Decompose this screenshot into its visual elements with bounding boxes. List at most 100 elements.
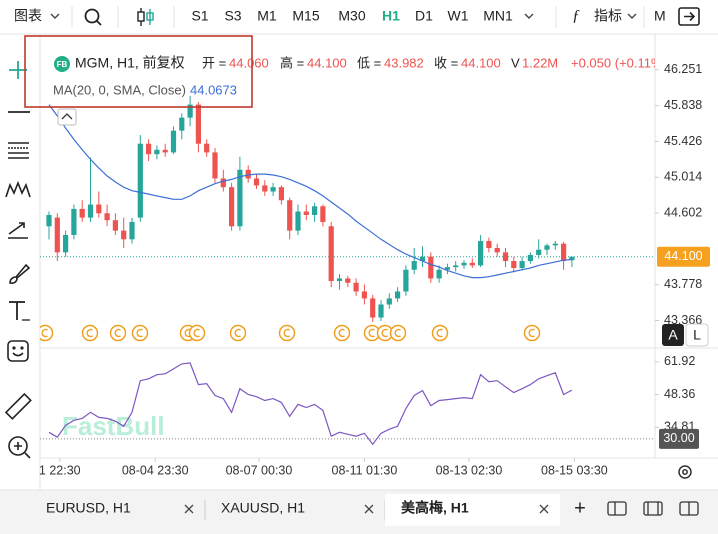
chevron <box>627 13 637 19</box>
fib-tool[interactable] <box>8 142 29 159</box>
legend-value: 43.982 <box>384 55 424 70</box>
pattern-tool[interactable] <box>5 180 31 198</box>
event-circle <box>389 324 407 342</box>
event-icon <box>81 324 99 342</box>
rsi-tick-label: 48.36 <box>664 387 695 401</box>
candle-body <box>79 208 85 218</box>
watermark: FastBull <box>62 411 165 441</box>
event-circle <box>131 324 149 342</box>
search-icon[interactable] <box>84 8 102 26</box>
timeframe-button[interactable]: S1 <box>191 8 208 24</box>
legend-label: 低 = <box>357 55 381 70</box>
collapse-button[interactable] <box>57 108 77 126</box>
rsi-pane <box>40 362 655 446</box>
close-tab[interactable] <box>184 504 194 514</box>
indicator-icon[interactable]: ƒ <box>572 8 580 25</box>
timeframe-button[interactable]: M30 <box>338 8 365 24</box>
auto-scale-button[interactable] <box>662 324 684 346</box>
emoji-tool[interactable] <box>7 340 29 362</box>
x-tick-label: 08-04 23:30 <box>122 463 189 477</box>
timeframe-button[interactable]: M15 <box>292 8 319 24</box>
brush-tool[interactable] <box>9 263 31 284</box>
timeframe-button[interactable]: MN1 <box>483 8 513 24</box>
event-glyph <box>86 328 93 338</box>
candle-body <box>229 187 235 227</box>
text-tool[interactable] <box>9 301 30 321</box>
rsi-legend: RSI(14,Close) <box>53 363 135 378</box>
event-glyph <box>283 328 290 338</box>
legend-value: 1.22M <box>522 55 558 70</box>
settings-icon[interactable] <box>678 465 692 479</box>
close-tab[interactable] <box>539 504 549 514</box>
rsi-line <box>48 362 573 446</box>
x-tick-label: 08-15 03:30 <box>541 463 608 477</box>
candle-body <box>453 265 459 268</box>
candle-body <box>378 304 384 318</box>
event-circle <box>523 324 541 342</box>
m-button[interactable]: M <box>654 8 666 24</box>
layout-icon[interactable] <box>643 501 663 516</box>
layout-icon[interactable] <box>607 501 627 516</box>
symbol-icon <box>54 56 70 72</box>
event-glyph <box>528 328 535 338</box>
legend-label: 开 = <box>202 55 226 70</box>
candle-body <box>71 208 77 235</box>
candle-body <box>104 213 110 221</box>
event-glyph <box>184 328 191 338</box>
timeframe-button[interactable]: M1 <box>257 8 277 24</box>
timeframe-button[interactable]: S3 <box>224 8 241 24</box>
candle-body <box>428 256 434 279</box>
candle-body <box>361 291 367 299</box>
add-tab[interactable]: + <box>574 497 586 519</box>
fullscreen-icon[interactable] <box>678 7 700 26</box>
log-scale-button[interactable] <box>685 323 709 347</box>
rsi-tick-label: 61.92 <box>664 354 695 368</box>
event-icon <box>131 324 149 342</box>
event-icon <box>229 324 247 342</box>
close-glyph <box>184 504 194 514</box>
event-glyph <box>114 328 121 338</box>
event-circle <box>40 324 54 342</box>
tabs: EURUSD, H1 XAUUSD, H1 美高梅, H1 <box>46 494 560 526</box>
candle-body <box>312 206 318 215</box>
projection-tool[interactable] <box>8 222 28 239</box>
candle-body <box>536 249 542 255</box>
measure-tool[interactable] <box>4 392 32 420</box>
timeframe-button[interactable]: D1 <box>415 8 433 24</box>
ma-line <box>48 104 572 279</box>
candle-body <box>370 298 376 318</box>
y-tick-label: 46.251 <box>664 62 702 76</box>
candle-body <box>486 241 492 249</box>
tab-label[interactable]: XAUUSD, H1 <box>221 500 305 516</box>
candle-type-icon[interactable] <box>137 8 154 26</box>
event-icon <box>389 324 407 342</box>
candle-body <box>303 211 309 215</box>
candle-body <box>220 178 226 188</box>
tab-label[interactable]: 美高梅, H1 <box>401 500 469 516</box>
candle-body <box>511 261 517 269</box>
timeframe-button[interactable]: H1 <box>382 8 400 24</box>
event-glyph <box>136 328 143 338</box>
tab-label[interactable]: EURUSD, H1 <box>46 500 131 516</box>
event-glyph <box>338 328 345 338</box>
candle-body <box>154 149 160 155</box>
candle-body <box>253 178 260 186</box>
zoom-tool[interactable] <box>8 436 31 459</box>
candle-body <box>320 206 326 222</box>
y-tick-label: 43.366 <box>664 313 702 327</box>
event-icon <box>188 324 206 342</box>
timeframe-button[interactable]: W1 <box>448 8 469 24</box>
candle-body <box>395 291 401 299</box>
layout-icon[interactable] <box>679 501 699 516</box>
candle-body <box>353 282 359 292</box>
x-tick-label: 08-07 00:30 <box>226 463 293 477</box>
candle-body <box>129 221 135 240</box>
candle-body <box>494 248 500 253</box>
toolbar <box>0 0 718 34</box>
chart-menu[interactable]: 图表 <box>14 8 42 24</box>
close-tab[interactable] <box>364 504 374 514</box>
crosshair-tool[interactable] <box>9 61 27 79</box>
indicators-button[interactable]: 指标 <box>594 8 622 24</box>
rsi-level-badge <box>659 428 699 449</box>
event-circle <box>188 324 206 342</box>
